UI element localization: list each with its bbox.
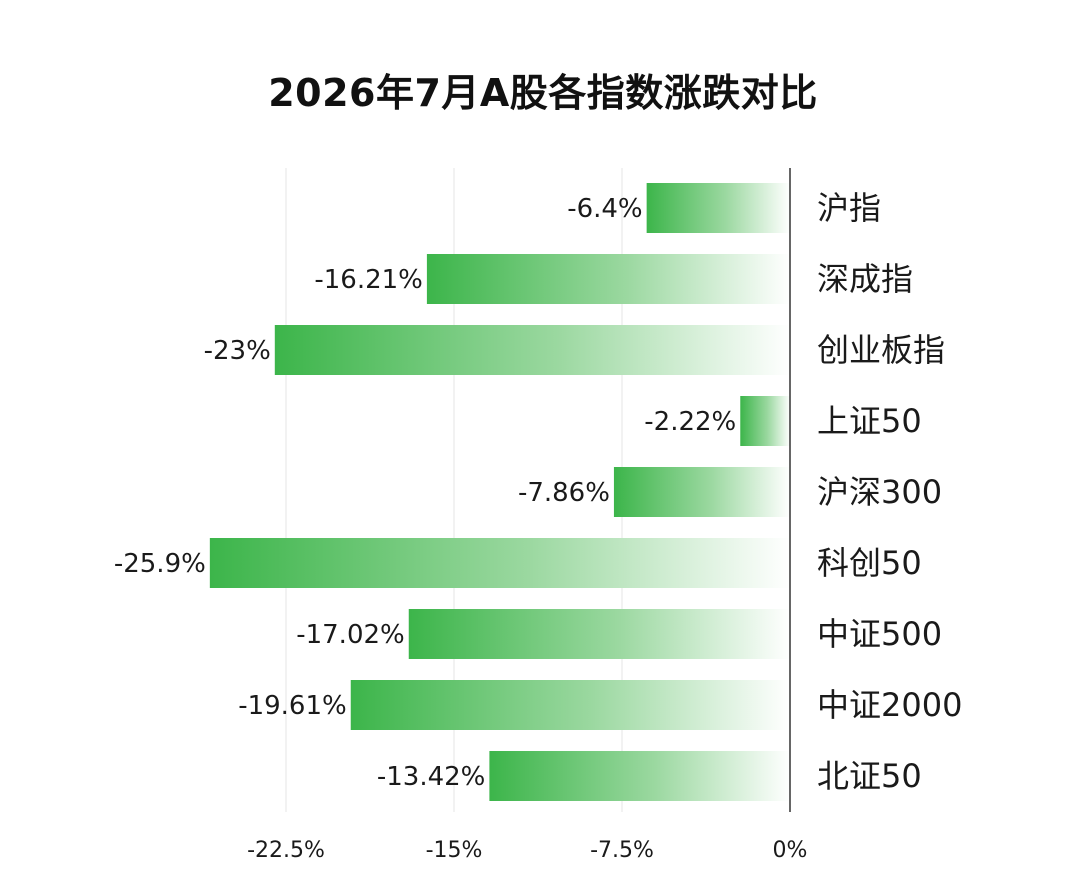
bar <box>209 538 791 588</box>
bar-value-labels: -6.4% -16.21% -23% -2.22% -7.86% -25.9% -17.02… <box>114 194 736 792</box>
x-tick-label: -7.5% <box>590 838 654 863</box>
bar <box>489 751 790 801</box>
bar-value-label: -25.9% <box>114 549 206 579</box>
bar <box>646 183 790 233</box>
bar <box>426 254 790 304</box>
bars <box>209 183 791 801</box>
bar-value-label: -13.42% <box>377 762 486 792</box>
bar <box>408 609 790 659</box>
category-label: 上证50 <box>817 402 922 440</box>
x-tick-label: 0% <box>773 838 808 863</box>
bar-value-label: -16.21% <box>314 265 423 295</box>
category-label: 沪深300 <box>817 473 942 511</box>
bar-value-label: -7.86% <box>518 478 610 508</box>
x-axis-ticks: -22.5% -15% -7.5% 0% <box>247 838 807 863</box>
x-tick-label: -15% <box>426 838 483 863</box>
bar <box>740 396 790 446</box>
bar <box>350 680 790 730</box>
category-label: 沪指 <box>817 189 881 227</box>
category-label: 北证50 <box>817 757 922 795</box>
bar-value-label: -2.22% <box>644 407 736 437</box>
x-tick-label: -22.5% <box>247 838 325 863</box>
bar-value-label: -23% <box>204 336 271 366</box>
bar-value-label: -17.02% <box>296 620 405 650</box>
bar <box>613 467 790 517</box>
bar <box>274 325 790 375</box>
category-label: 中证2000 <box>817 686 962 724</box>
category-label: 创业板指 <box>817 331 945 369</box>
bar-value-label: -19.61% <box>238 691 347 721</box>
category-label: 科创50 <box>817 544 922 582</box>
bar-value-label: -6.4% <box>567 194 642 224</box>
chart-title: 2026年7月A股各指数涨跌对比 <box>268 71 818 115</box>
category-label: 中证500 <box>817 615 942 653</box>
category-label: 深成指 <box>817 260 913 298</box>
